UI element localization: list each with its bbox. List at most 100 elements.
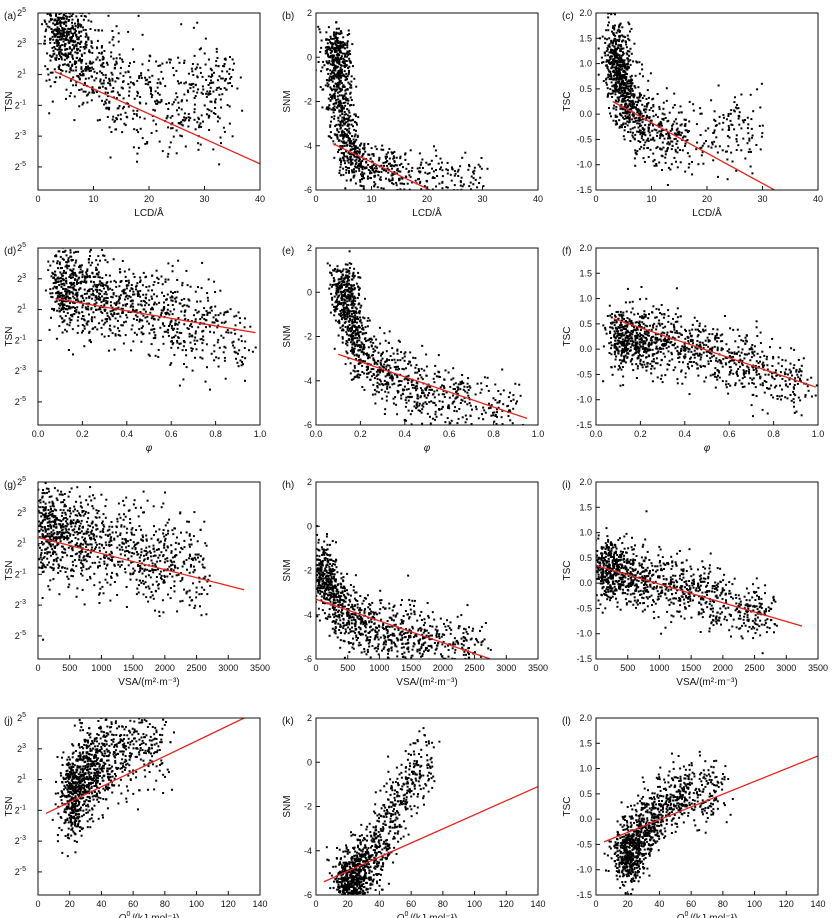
data-point [172,292,174,294]
data-point [634,133,637,136]
data-point [105,98,108,101]
data-point [161,309,164,312]
data-point [611,44,614,47]
data-point [367,169,370,171]
data-point [665,87,668,90]
data-point [58,13,61,15]
data-point [95,269,98,271]
data-point [610,81,613,84]
data-point [92,61,95,64]
data-point [631,114,634,116]
data-point [54,281,57,284]
data-point [425,161,428,164]
data-point [342,137,344,140]
data-point [360,304,363,307]
data-point [165,330,168,333]
data-point [174,324,177,326]
data-point [617,63,620,66]
data-point [212,90,215,93]
data-point [106,286,109,289]
data-point [211,321,214,324]
data-point [62,310,65,313]
data-point [177,113,180,116]
data-point [606,65,609,68]
data-point [80,264,83,267]
data-point [474,205,476,207]
data-point [358,152,361,155]
data-point [76,306,79,309]
data-point [63,300,66,303]
data-point [344,101,347,104]
data-point [613,49,616,52]
data-point [137,290,139,293]
data-point [336,128,339,131]
x-tick-label: 40 [533,194,543,204]
data-point [75,35,78,38]
data-point [88,295,91,298]
y-tick-label: -1.5 [576,185,592,195]
data-point [340,30,343,33]
data-point [616,123,618,126]
data-point [353,128,356,131]
data-point [627,110,630,113]
data-point [332,55,335,58]
data-point [136,90,139,93]
data-point [664,156,667,159]
data-point [151,324,154,327]
data-point [342,173,345,176]
data-point [92,285,95,288]
data-point [96,290,99,293]
data-point [331,80,334,83]
data-point [110,71,113,74]
data-point [109,84,112,87]
data-point [176,327,179,330]
data-point [144,310,147,313]
data-point [728,128,731,131]
data-point [347,161,350,164]
data-point [652,124,654,127]
data-point [407,171,410,174]
data-point [113,67,116,70]
data-point [464,390,467,393]
data-point [721,149,724,152]
data-point [362,185,365,188]
data-point [384,199,386,201]
data-point [111,30,114,32]
data-point [335,76,338,79]
data-point [627,60,630,63]
data-point [607,44,610,47]
data-point [98,118,101,121]
data-point [49,292,52,295]
data-point [62,16,65,19]
data-point [233,62,235,65]
data-point [112,87,115,89]
data-point [143,308,146,311]
data-point [185,269,188,272]
data-point [469,404,472,407]
data-point [99,308,102,311]
data-point [205,326,207,329]
data-point [638,118,641,121]
data-point [58,263,61,266]
data-point [355,85,358,88]
data-point [331,37,334,40]
data-point [352,142,355,145]
data-point [77,38,80,41]
data-point [422,392,425,394]
data-point [155,303,158,306]
data-point [335,21,338,24]
data-point [69,314,72,317]
data-point [336,39,338,41]
data-point [740,149,743,152]
data-point [349,341,352,344]
data-point [79,23,82,26]
data-point [636,96,639,99]
data-point [44,65,47,68]
data-point [623,129,626,132]
data-point [622,52,625,55]
data-point [345,99,348,102]
data-point [76,20,79,23]
data-point [59,21,62,24]
data-point [388,373,391,376]
data-point [241,109,244,112]
